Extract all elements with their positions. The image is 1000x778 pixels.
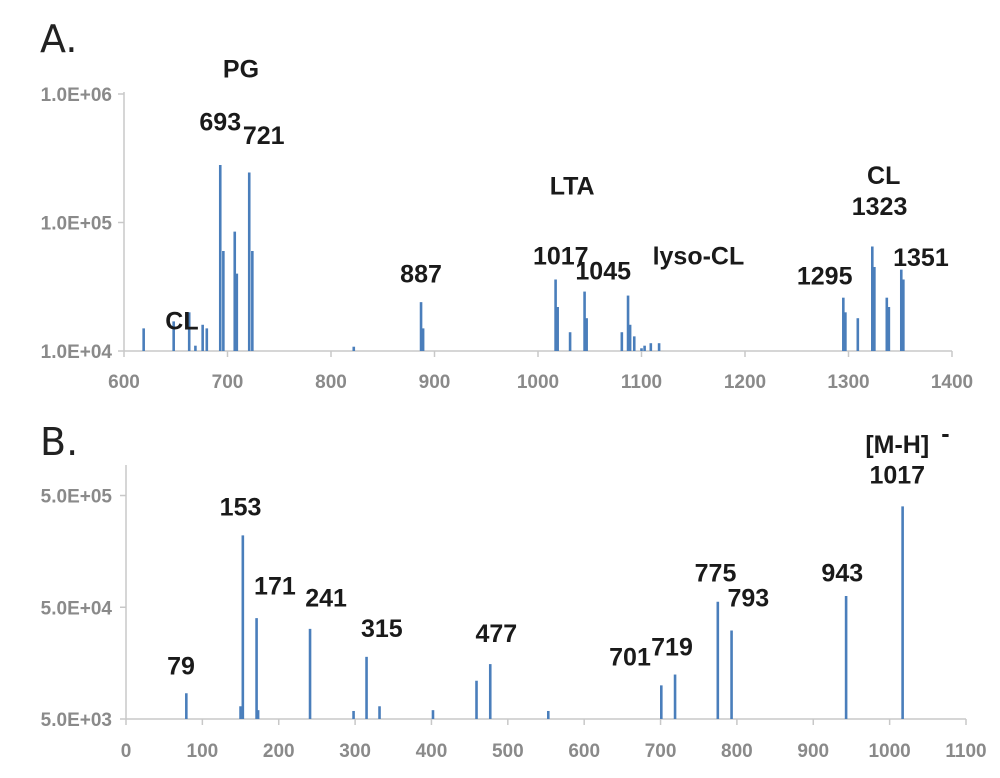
panel-label: A. bbox=[40, 17, 77, 61]
peak-annotation: LTA bbox=[550, 173, 595, 201]
peak-annotation: 701 bbox=[609, 644, 651, 672]
x-tick-label: 0 bbox=[121, 741, 132, 762]
x-tick-label: 800 bbox=[721, 741, 753, 762]
peak-annotation: 793 bbox=[728, 584, 770, 612]
y-tick-label: 1.0E+05 bbox=[41, 214, 113, 235]
peak-annotation: lyso-CL bbox=[653, 243, 745, 271]
x-tick-label: 200 bbox=[263, 741, 295, 762]
y-tick-label: 5.0E+04 bbox=[41, 598, 113, 619]
peak-annotation: [M-H] bbox=[865, 431, 929, 459]
superscript-charge: - bbox=[941, 420, 949, 448]
x-tick-label: 600 bbox=[568, 741, 600, 762]
x-tick-label: 800 bbox=[315, 372, 347, 393]
peak-annotation: 315 bbox=[361, 615, 403, 643]
peak-annotation: 1017 bbox=[869, 462, 925, 490]
peak-annotation: 477 bbox=[476, 620, 518, 648]
y-tick-label: 5.0E+05 bbox=[41, 487, 113, 508]
x-tick-label: 1300 bbox=[827, 372, 869, 393]
x-tick-label: 1100 bbox=[945, 741, 986, 762]
x-tick-label: 1400 bbox=[931, 372, 973, 393]
peak-annotation: 1045 bbox=[575, 258, 631, 286]
peak-annotation: 79 bbox=[167, 653, 195, 681]
peak-annotation: 1017 bbox=[533, 243, 589, 271]
x-tick-label: 700 bbox=[212, 372, 244, 393]
x-tick-label: 1200 bbox=[724, 372, 766, 393]
peak-annotation: 1323 bbox=[852, 193, 908, 221]
x-tick-label: 1000 bbox=[517, 372, 559, 393]
peak-annotation: 721 bbox=[243, 122, 285, 150]
peak-annotation: CL bbox=[165, 307, 198, 335]
y-tick-label: 1.0E+04 bbox=[41, 342, 113, 363]
x-tick-label: 400 bbox=[416, 741, 448, 762]
peak-annotation: CL bbox=[867, 162, 900, 190]
x-tick-label: 1100 bbox=[621, 372, 662, 393]
peak-annotation: 241 bbox=[305, 584, 347, 612]
x-tick-label: 900 bbox=[797, 741, 829, 762]
x-tick-label: 600 bbox=[108, 372, 140, 393]
peak-annotation: PG bbox=[223, 55, 259, 83]
y-tick-label: 1.0E+06 bbox=[41, 85, 112, 106]
peak-annotation: 693 bbox=[199, 108, 241, 136]
x-tick-label: 700 bbox=[645, 741, 677, 762]
x-tick-label: 1000 bbox=[868, 741, 910, 762]
peak-annotation: 153 bbox=[220, 494, 262, 522]
x-tick-label: 500 bbox=[492, 741, 524, 762]
x-tick-label: 100 bbox=[187, 741, 219, 762]
peak-annotation: 1295 bbox=[797, 262, 853, 290]
peak-annotation: 887 bbox=[400, 261, 442, 289]
peak-annotation: 1351 bbox=[893, 244, 949, 272]
x-tick-label: 900 bbox=[419, 372, 451, 393]
x-tick-label: 300 bbox=[339, 741, 371, 762]
peak-annotation: 719 bbox=[651, 634, 693, 662]
y-tick-label: 5.0E+03 bbox=[41, 710, 112, 731]
peak-annotation: 171 bbox=[254, 573, 296, 601]
peak-annotation: 943 bbox=[821, 560, 863, 588]
peak-annotation: 775 bbox=[695, 560, 737, 588]
panel-label: B. bbox=[40, 420, 78, 464]
